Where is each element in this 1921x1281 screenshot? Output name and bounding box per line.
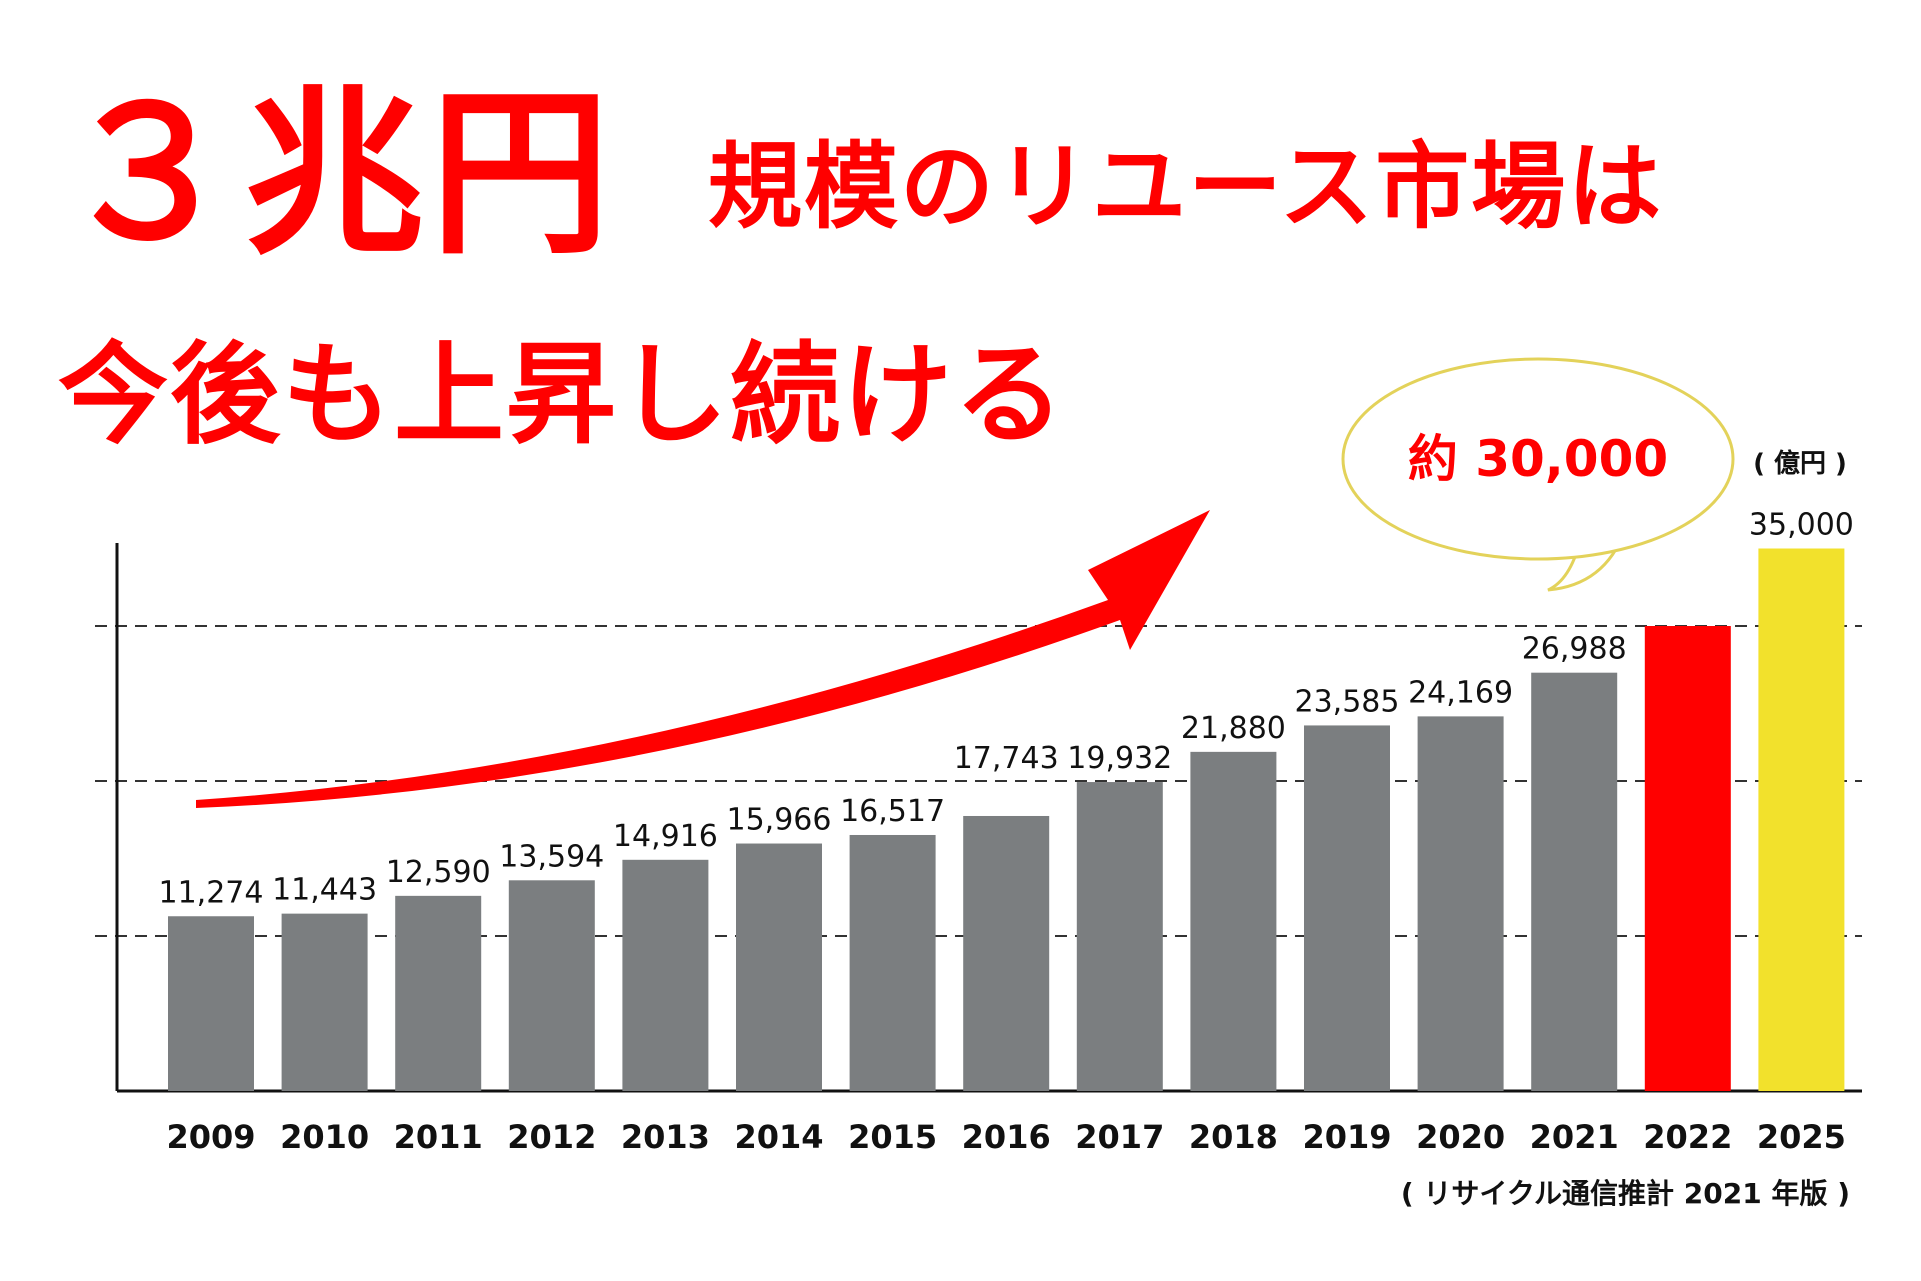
year-label-2011: 2011 [394, 1118, 483, 1156]
callout-text: 約 30,000 [1408, 430, 1668, 488]
year-label-2010: 2010 [280, 1118, 369, 1156]
year-label-2018: 2018 [1189, 1118, 1278, 1156]
bar-2025 [1758, 548, 1845, 1091]
year-label-2017: 2017 [1075, 1118, 1164, 1156]
year-label-2022: 2022 [1643, 1118, 1732, 1156]
value-label-2020: 24,169 [1408, 675, 1513, 710]
bar-2020 [1417, 716, 1504, 1091]
year-label-2015: 2015 [848, 1118, 937, 1156]
year-label-2021: 2021 [1530, 1118, 1619, 1156]
bars [168, 548, 1845, 1091]
year-label-2009: 2009 [166, 1118, 255, 1156]
headline-subtitle: 規模のリユース市場は [708, 133, 1664, 242]
value-label-2013: 14,916 [613, 819, 718, 854]
bar-2016 [963, 815, 1050, 1091]
year-label-2025: 2025 [1757, 1118, 1846, 1156]
year-label-2020: 2020 [1416, 1118, 1505, 1156]
bar-2019 [1304, 725, 1390, 1091]
bar-2018 [1190, 751, 1277, 1091]
bar-2015 [849, 834, 936, 1091]
bar-2013 [622, 859, 709, 1091]
year-label-2013: 2013 [621, 1118, 710, 1156]
value-label-2015: 16,517 [840, 794, 945, 829]
bar-2014 [736, 843, 822, 1091]
bar-2009 [168, 916, 254, 1091]
bar-2010 [281, 913, 368, 1091]
year-label-2016: 2016 [962, 1118, 1051, 1156]
unit-label: ( 億円 ) [1753, 449, 1847, 479]
bar-2011 [395, 895, 482, 1091]
bar-2017 [1076, 782, 1163, 1091]
value-label-2016: 17,743 [954, 741, 1059, 776]
value-labels: 11,274 11,443 12,590 13,594 14,916 15,966 16,5… [159, 508, 1854, 911]
callout-bubble: 約 30,000 [1341, 357, 1735, 592]
source-label: ( リサイクル通信推計 2021 年版 ) [1401, 1177, 1850, 1210]
value-label-2009: 11,274 [159, 875, 264, 910]
value-label-2019: 23,585 [1295, 684, 1400, 719]
value-label-2010: 11,443 [272, 873, 377, 908]
value-label-2011: 12,590 [386, 855, 491, 890]
headline-second-line: 今後も上昇し続ける [58, 331, 1066, 459]
value-label-2012: 13,594 [499, 839, 604, 874]
value-label-2017: 19,932 [1067, 741, 1172, 776]
callout-ellipse [1341, 357, 1735, 561]
year-labels: 2009 2010 2011 2012 2013 2014 2015 2016 2017 2018… [166, 1118, 1845, 1156]
bar-2021 [1531, 672, 1618, 1091]
bar-2012 [508, 880, 595, 1091]
headline-amount: ３兆円 [58, 70, 617, 279]
year-label-2012: 2012 [507, 1118, 596, 1156]
bar-2022 [1644, 626, 1731, 1091]
value-label-2014: 15,966 [727, 803, 832, 838]
value-label-2021: 26,988 [1522, 632, 1627, 667]
year-label-2014: 2014 [734, 1118, 823, 1156]
value-label-2025: 35,000 [1749, 508, 1854, 543]
value-label-2018: 21,880 [1181, 711, 1286, 746]
year-label-2019: 2019 [1302, 1118, 1391, 1156]
